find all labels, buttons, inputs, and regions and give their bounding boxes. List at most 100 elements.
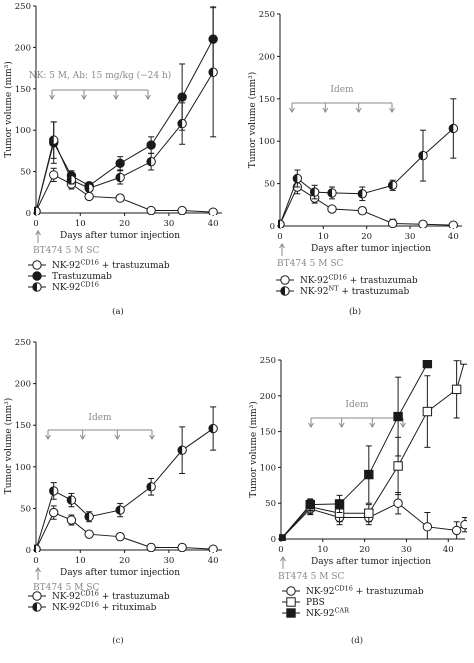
data-point [393, 498, 403, 508]
data-point [49, 135, 59, 145]
data-point-fill [34, 544, 36, 552]
panel-caption: (a) [112, 306, 124, 317]
treatment-arrowhead [369, 422, 376, 428]
treatment-arrowhead [49, 94, 55, 100]
y-tick-label: 50 [20, 504, 31, 514]
x-axis-title: Days after tumor injection [311, 244, 431, 254]
x-tick-label: 20 [359, 545, 370, 555]
y-tick-label: 50 [264, 180, 275, 190]
data-point [115, 193, 125, 203]
data-point [84, 529, 94, 539]
data-point [448, 123, 459, 134]
data-point [177, 542, 187, 552]
data-point [208, 423, 218, 434]
treatment-arrowhead [289, 107, 295, 113]
panel-caption: (b) [349, 306, 361, 317]
treatment-arrowhead [113, 94, 119, 100]
y-tick-label: 200 [260, 392, 276, 402]
x-tick-label: 10 [318, 232, 329, 242]
y-tick-label: 150 [15, 421, 31, 431]
legend-label: NK-92CD16 + trastuzumab [300, 274, 418, 287]
injection-arrowhead [280, 556, 286, 562]
data-point [146, 482, 156, 492]
y-tick-label: 200 [259, 52, 275, 62]
x-tick-label: 40 [443, 545, 454, 555]
data-point [84, 191, 94, 202]
data-point-fill [34, 207, 36, 215]
plot-area [34, 406, 218, 552]
data-point [49, 170, 59, 180]
data-point [84, 183, 94, 193]
data-point [292, 173, 303, 184]
data-point [84, 512, 94, 522]
injection-label: BT474 5 M SC [33, 583, 99, 593]
injection-label: BT474 5 M SC [33, 246, 99, 256]
data-point [34, 206, 41, 215]
data-point [357, 189, 368, 199]
series-line [35, 511, 214, 550]
data-point-fill [327, 188, 332, 198]
data-point-fill [177, 119, 183, 128]
x-tick-label: 20 [119, 219, 130, 229]
treatment-arrowhead [45, 434, 51, 440]
legend-marker-fill [32, 282, 37, 292]
data-point [393, 461, 403, 471]
y-axis-title: Tumor volume (mm³) [247, 72, 258, 169]
data-point-fill [115, 173, 121, 182]
data-point [364, 508, 374, 518]
data-point [451, 384, 462, 395]
data-point [327, 204, 337, 214]
data-point [177, 92, 187, 102]
x-tick-label: 0 [277, 232, 282, 242]
x-tick-label: 20 [361, 232, 372, 242]
data-point [305, 499, 315, 510]
y-tick-label: 0 [270, 222, 275, 232]
data-point [146, 205, 156, 215]
data-point [460, 519, 467, 530]
treatment-note: Idem [330, 85, 354, 95]
data-point [208, 544, 218, 552]
x-axis-title: Days after tumor injection [60, 568, 180, 578]
legend-label: NK-92CD16 + rituximab [52, 601, 157, 614]
data-point-fill [278, 220, 280, 228]
panel-c: 0 50 100 150 200 250 0 10 20 30 40 Tumor volume (mm… [3, 338, 222, 646]
treatment-arrowhead [81, 94, 87, 100]
data-point-fill [449, 124, 454, 133]
data-point-fill [146, 157, 152, 166]
data-point [278, 219, 285, 228]
legend-marker [32, 271, 42, 281]
legend-marker [286, 586, 296, 596]
data-point [460, 360, 467, 365]
y-tick-label: 250 [15, 2, 31, 12]
series-line [35, 428, 214, 550]
legend-label: PBS [306, 598, 325, 608]
x-tick-label: 30 [163, 556, 174, 566]
treatment-arrowhead [338, 422, 345, 428]
series-line [280, 360, 466, 540]
x-tick-label: 0 [33, 556, 38, 566]
injection-arrowhead [279, 243, 285, 249]
y-tick-label: 200 [15, 380, 31, 390]
panel-caption: (c) [112, 635, 123, 646]
x-tick-label: 40 [208, 556, 219, 566]
data-point [146, 542, 156, 552]
data-point-fill [208, 424, 214, 433]
panel-a: 0 50 100 150 200 250 0 10 20 30 40 Tumor volume (mm… [3, 2, 222, 317]
legend-marker [286, 597, 296, 607]
legend-marker [32, 260, 42, 270]
y-axis-title: Tumor volume (mm³) [3, 398, 14, 495]
treatment-arrowhead [145, 94, 151, 100]
data-point-fill [49, 135, 54, 145]
injection-arrowhead [35, 567, 41, 573]
plot-area [279, 360, 467, 541]
data-point [49, 507, 59, 518]
data-point [334, 499, 345, 509]
y-tick-label: 0 [26, 209, 31, 219]
data-point [364, 469, 374, 480]
legend-label: NK-92CAR [306, 607, 350, 620]
legend-marker-fill [32, 602, 37, 612]
data-point [115, 531, 125, 542]
legend-marker [32, 602, 42, 612]
y-tick-label: 0 [271, 535, 276, 545]
